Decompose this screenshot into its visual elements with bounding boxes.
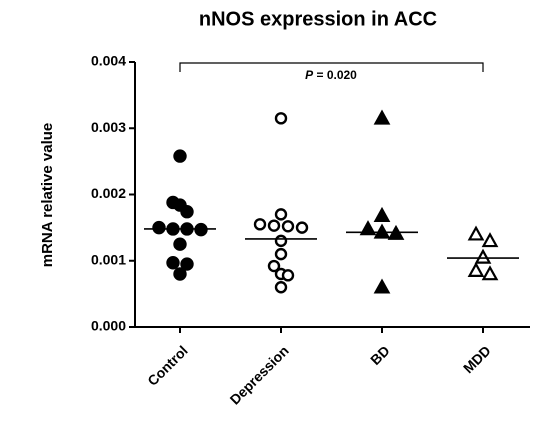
significance-bracket [179, 62, 484, 72]
data-point [180, 257, 194, 271]
data-point [481, 265, 499, 281]
data-point [274, 208, 288, 221]
x-tick-label: Control [144, 342, 191, 389]
data-point [267, 259, 281, 273]
data-point [359, 220, 377, 236]
y-tick-label: 0.004 [91, 53, 126, 69]
y-tick-label: 0.001 [91, 251, 126, 267]
data-point [281, 269, 295, 282]
p-value: = 0.020 [316, 68, 357, 82]
chart-title: nNOS expression in ACC [199, 8, 437, 30]
p-value-annotation: P = 0.020 [305, 68, 357, 82]
data-point [166, 256, 180, 270]
y-tick-label: 0.003 [91, 119, 126, 135]
data-point [474, 248, 492, 264]
data-point [152, 220, 166, 235]
data-point [180, 205, 194, 219]
y-axis-label: mRNA relative value [39, 123, 56, 268]
data-point [173, 267, 187, 281]
x-tick-label: MDD [460, 342, 494, 376]
y-tick-label: 0.000 [91, 318, 126, 334]
y-tick-label: 0.002 [91, 185, 126, 201]
data-point [274, 281, 288, 294]
data-point [373, 109, 391, 125]
data-point [481, 232, 499, 248]
data-point [274, 234, 288, 248]
data-point [467, 261, 485, 277]
data-point [467, 225, 485, 241]
data-point [373, 278, 391, 294]
data-point [274, 112, 288, 125]
data-point [173, 237, 187, 251]
data-point [295, 221, 309, 234]
x-tick-label: Depression [227, 342, 292, 407]
data-point [373, 206, 391, 222]
data-point [281, 220, 295, 233]
data-point [253, 218, 267, 231]
data-point [173, 149, 187, 163]
data-point [267, 219, 281, 232]
x-tick-label: BD [367, 342, 393, 368]
p-symbol: P [305, 68, 314, 82]
data-point [274, 247, 288, 261]
